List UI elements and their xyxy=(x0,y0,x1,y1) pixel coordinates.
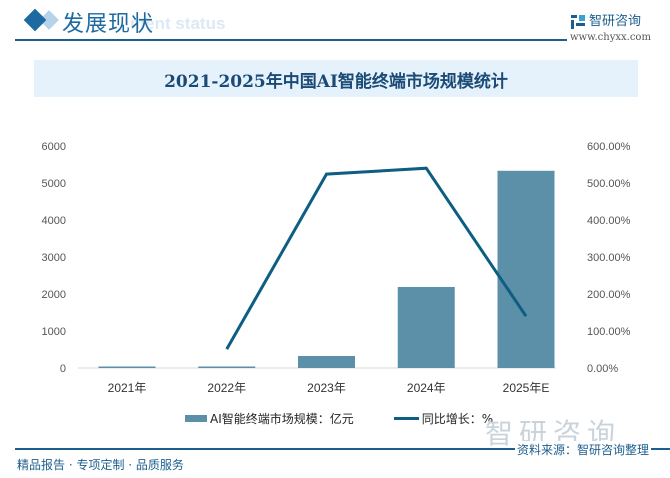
bar xyxy=(397,286,455,368)
bar xyxy=(198,366,256,368)
bar xyxy=(98,366,156,368)
y2-tick-label: 500.00% xyxy=(587,178,631,190)
site-url: www.chyxx.com xyxy=(570,32,651,43)
y2-tick-label: 0.00% xyxy=(587,363,618,375)
y2-tick-label: 100.00% xyxy=(587,326,631,338)
growth-line-series xyxy=(225,166,528,350)
x-tick-label: 2021年 xyxy=(108,381,147,395)
chart-title-band: 2021-2025年中国AI智能终端市场规模统计 xyxy=(34,60,638,97)
footer-divider xyxy=(15,448,670,450)
bar xyxy=(298,355,355,368)
legend-line-swatch xyxy=(393,417,419,420)
x-tick-label: 2023年 xyxy=(307,381,346,395)
section-header: ment status 发展现状 智研咨询 www.chyxx.com xyxy=(0,0,670,50)
section-title: 发展现状 xyxy=(62,12,155,37)
bar-series xyxy=(98,170,555,368)
source-note: 资料来源：智研咨询整理 xyxy=(515,441,652,458)
y-tick-label: 5000 xyxy=(42,178,66,190)
y-tick-label: 6000 xyxy=(42,141,66,153)
y-tick-label: 3000 xyxy=(42,252,66,264)
y2-tick-label: 400.00% xyxy=(587,215,631,227)
bar xyxy=(497,170,555,368)
y-tick-label: 4000 xyxy=(42,215,66,227)
y2-tick-label: 600.00% xyxy=(587,141,631,153)
right-axis-ticks: 0.00% 100.00% 200.00% 300.00% 400.00% 500.00%… xyxy=(587,141,631,375)
y-tick-label: 1000 xyxy=(42,326,66,338)
section-ghost-text: ment status xyxy=(130,14,226,33)
brand-logo: 智研咨询 xyxy=(571,10,641,29)
legend-bar-swatch xyxy=(185,415,207,422)
logo-mark-icon xyxy=(571,14,585,29)
x-axis-labels: 2021年 2022年 2023年 2024年 2025年E xyxy=(108,381,550,395)
header-divider xyxy=(15,39,567,41)
footer-slogan: 精品报告 · 专项定制 · 品质服务 xyxy=(17,458,184,472)
logo-text: 智研咨询 xyxy=(589,14,642,29)
chart-title: 2021-2025年中国AI智能终端市场规模统计 xyxy=(164,72,508,92)
y-tick-label: 2000 xyxy=(42,289,66,301)
legend-line-label: 同比增长：% xyxy=(421,412,494,426)
y2-tick-label: 300.00% xyxy=(587,252,631,264)
legend-bar-label: AI智能终端市场规模：亿元 xyxy=(210,412,354,426)
x-tick-label: 2024年 xyxy=(407,381,446,395)
y2-tick-label: 200.00% xyxy=(587,289,631,301)
y-tick-label: 0 xyxy=(60,363,66,375)
left-axis-ticks: 0 1000 2000 3000 4000 5000 6000 xyxy=(42,141,66,375)
x-tick-label: 2022年 xyxy=(207,381,246,395)
x-tick-label: 2025年E xyxy=(503,381,550,395)
chart-legend: AI智能终端市场规模：亿元 同比增长：% xyxy=(185,410,493,427)
